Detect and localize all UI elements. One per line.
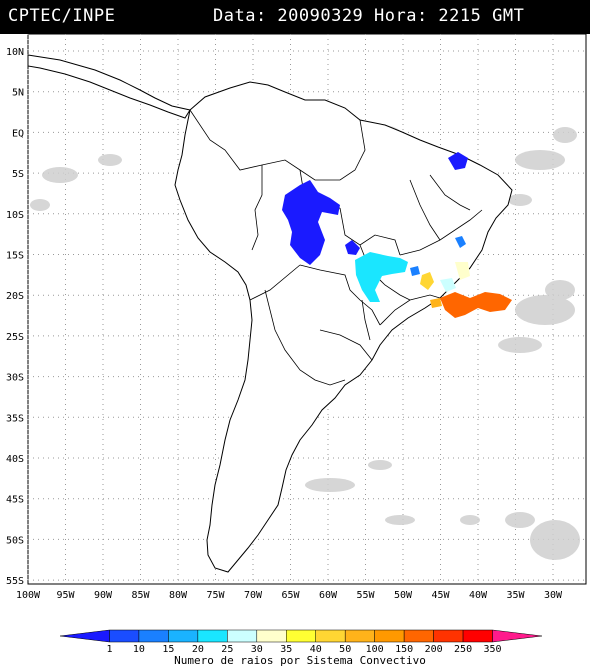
cell-blue-mid [410, 266, 420, 276]
colorbar-swatch [256, 629, 287, 643]
colorbar-label-15: 15 [162, 644, 174, 655]
colorbar-label-1: 1 [106, 644, 112, 655]
cell-cyan [355, 252, 408, 302]
cell-yellow [420, 272, 434, 290]
colorbar-swatch [344, 629, 375, 643]
header-datetime: Data: 20090329 Hora: 2215 GMT [213, 6, 525, 26]
central-america-outline [27, 54, 191, 119]
lon-label-100W: 100W [16, 590, 41, 601]
lat-label-50S: 50S [6, 535, 24, 546]
lat-label-5N: 5N [12, 88, 24, 99]
colorbar-swatch [462, 629, 493, 643]
colorbar: 1 10 15 20 25 30 35 40 50 100 150 200 250 350 [59, 629, 543, 655]
lon-label-60W: 60W [319, 590, 338, 601]
colorbar-label-30: 30 [251, 644, 263, 655]
colorbar-swatch [315, 629, 346, 643]
lon-label-40W: 40W [469, 590, 488, 601]
colorbar-swatch [138, 629, 169, 643]
colorbar-swatch [433, 629, 464, 643]
south-america-outline [174, 81, 513, 573]
lon-label-70W: 70W [244, 590, 263, 601]
cell-blue-ne [448, 152, 468, 170]
lat-label-30S: 30S [6, 373, 24, 384]
longitude-labels: 100W 95W 90W 85W 80W 75W 70W 65W 60W 55W 50W 45W 40W… [16, 590, 563, 601]
colorbar-swatch [492, 629, 543, 643]
lat-label-55S: 55S [6, 576, 24, 587]
cell-light-orange [430, 298, 442, 308]
lon-label-85W: 85W [131, 590, 150, 601]
colorbar-swatch [374, 629, 405, 643]
lon-label-80W: 80W [169, 590, 188, 601]
colorbar-label-250: 250 [454, 644, 472, 655]
lat-label-25S: 25S [6, 332, 24, 343]
lon-label-90W: 90W [94, 590, 113, 601]
lon-label-45W: 45W [431, 590, 450, 601]
lat-label-45S: 45S [6, 495, 24, 506]
cell-orange [440, 292, 512, 318]
lon-label-95W: 95W [56, 590, 75, 601]
colorbar-swatch [227, 629, 258, 643]
map-header: CPTEC/INPE Data: 20090329 Hora: 2215 GMT [0, 0, 590, 34]
colorbar-swatch [168, 629, 199, 643]
lat-label-5S: 5S [12, 169, 24, 180]
cell-blue-west [282, 180, 340, 265]
colorbar-swatch [197, 629, 228, 643]
colorbar-label-40: 40 [310, 644, 322, 655]
cell-pale-yellow [455, 262, 470, 280]
lon-label-30W: 30W [544, 590, 563, 601]
cell-light-blue-se [455, 236, 466, 248]
lat-label-10N: 10N [6, 47, 24, 58]
colorbar-swatch [59, 629, 110, 643]
colorbar-swatch [403, 629, 434, 643]
lat-label-20S: 20S [6, 291, 24, 302]
latitude-labels: 10N 5N EQ 5S 10S 15S 20S 25S 30S 35S 40S 45S 50S 55S [6, 47, 24, 587]
colorbar-label-25: 25 [221, 644, 233, 655]
colorbar-swatch [109, 629, 140, 643]
lon-label-35W: 35W [506, 590, 525, 601]
colorbar-title: Numero de raios por Sistema Convectivo [174, 654, 426, 667]
colorbar-label-100: 100 [366, 644, 384, 655]
lightning-cells [282, 152, 512, 318]
lon-label-55W: 55W [356, 590, 375, 601]
cell-blue-small [345, 240, 360, 255]
colorbar-label-150: 150 [395, 644, 413, 655]
colorbar-label-10: 10 [133, 644, 145, 655]
lat-label-10S: 10S [6, 210, 24, 221]
lon-label-65W: 65W [281, 590, 300, 601]
lat-label-40S: 40S [6, 454, 24, 465]
colorbar-label-20: 20 [192, 644, 204, 655]
colorbar-swatch [286, 629, 316, 643]
lat-label-15S: 15S [6, 251, 24, 262]
colorbar-label-200: 200 [425, 644, 443, 655]
cell-pale-cyan [440, 278, 456, 292]
lon-label-50W: 50W [394, 590, 413, 601]
lat-label-EQ: EQ [12, 128, 24, 139]
lon-label-75W: 75W [206, 590, 225, 601]
lat-label-35S: 35S [6, 413, 24, 424]
header-source: CPTEC/INPE [8, 6, 116, 26]
colorbar-label-50: 50 [339, 644, 351, 655]
colorbar-label-350: 350 [484, 644, 502, 655]
colorbar-label-35: 35 [280, 644, 292, 655]
